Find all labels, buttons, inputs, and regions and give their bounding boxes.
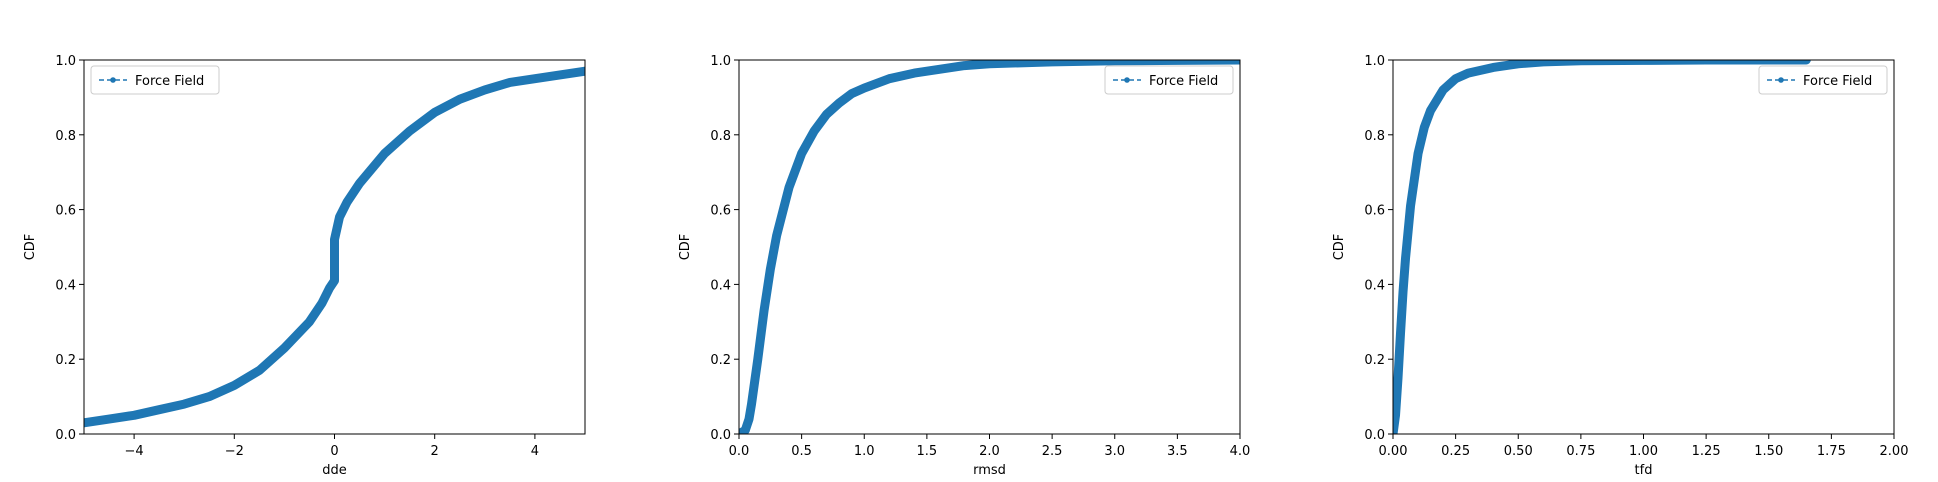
y-tick-label: 1.0 xyxy=(710,54,731,69)
legend-marker xyxy=(110,77,116,83)
legend-label: Force Field xyxy=(1803,74,1872,89)
x-tick-label: 1.5 xyxy=(917,444,938,459)
y-tick-label: 0.8 xyxy=(710,129,731,144)
y-tick-label: 0.4 xyxy=(710,278,731,293)
y-tick-label: 0.6 xyxy=(1364,204,1385,219)
x-tick-label: 0 xyxy=(330,444,338,459)
x-tick-label: 2 xyxy=(431,444,439,459)
x-tick-label: 1.50 xyxy=(1754,444,1783,459)
y-tick-label: 0.8 xyxy=(1364,129,1385,144)
chart-1: −4 −2 0 2 4 0.0 0.2 0.4 0.6 0.8 1.0 dde CDF Force Fie… xyxy=(23,54,586,478)
y-tick-label: 0.2 xyxy=(710,353,731,368)
x-tick-label: 2.5 xyxy=(1042,444,1063,459)
x-tick-label: 2.0 xyxy=(979,444,1000,459)
x-tick-label: 0.50 xyxy=(1504,444,1533,459)
y-tick-label: 0.0 xyxy=(710,428,731,443)
y-tick-label: 0.2 xyxy=(55,353,76,368)
chart-3: 0.00 0.25 0.50 0.75 1.00 1.25 1.50 1.75 2.00 0.0 0… xyxy=(1332,54,1908,478)
y-tick-label: 0.6 xyxy=(55,204,76,219)
x-axis-label: rmsd xyxy=(973,463,1006,478)
legend-box xyxy=(1758,65,1888,95)
y-tick-label: 0.4 xyxy=(1364,278,1385,293)
y-tick-label: 0.0 xyxy=(1364,428,1385,443)
y-tick-label: 0.0 xyxy=(55,428,76,443)
x-tick-label: 0.5 xyxy=(791,444,812,459)
axes-frame xyxy=(1392,59,1895,435)
x-tick-label: 1.0 xyxy=(854,444,875,459)
legend-box xyxy=(90,65,220,95)
x-tick-label: 3.0 xyxy=(1104,444,1125,459)
y-axis-label: CDF xyxy=(1332,234,1347,261)
legend-box xyxy=(1104,65,1234,95)
legend: Force Field xyxy=(90,65,220,95)
x-axis-label: dde xyxy=(322,463,347,478)
y-tick-label: 1.0 xyxy=(55,54,76,69)
x-tick-label: 1.00 xyxy=(1629,444,1658,459)
x-tick-label: 0.25 xyxy=(1441,444,1470,459)
x-tick-label: 0.75 xyxy=(1566,444,1595,459)
x-axis-label: tfd xyxy=(1635,463,1653,478)
series-line-0 xyxy=(1393,60,1811,434)
x-tick-label: 1.75 xyxy=(1817,444,1846,459)
x-tick-label: 4 xyxy=(531,444,539,459)
legend: Force Field xyxy=(1104,65,1234,95)
x-tick-label: 2.00 xyxy=(1880,444,1909,459)
legend-marker xyxy=(1124,77,1130,83)
series-line-0 xyxy=(84,66,585,428)
chart-2: 0.0 0.5 1.0 1.5 2.0 2.5 3.0 3.5 4.0 0.0 0.2 0.4 0.6 0… xyxy=(678,54,1250,478)
y-tick-label: 1.0 xyxy=(1364,54,1385,69)
x-tick-label: −2 xyxy=(225,444,244,459)
x-tick-label: 0.00 xyxy=(1379,444,1408,459)
x-tick-label: 0.0 xyxy=(729,444,750,459)
y-axis-label: CDF xyxy=(23,234,38,261)
y-tick-label: 0.4 xyxy=(55,278,76,293)
x-tick-label: 1.25 xyxy=(1692,444,1721,459)
legend-marker xyxy=(1778,77,1784,83)
x-tick-label: −4 xyxy=(125,444,144,459)
y-tick-label: 0.8 xyxy=(55,129,76,144)
y-axis-label: CDF xyxy=(678,234,693,261)
legend: Force Field xyxy=(1758,65,1888,95)
axes-frame xyxy=(738,59,1241,435)
legend-label: Force Field xyxy=(135,74,204,89)
series-line-0 xyxy=(739,60,1240,434)
y-tick-label: 0.2 xyxy=(1364,353,1385,368)
legend-label: Force Field xyxy=(1149,74,1218,89)
y-tick-label: 0.6 xyxy=(710,204,731,219)
x-tick-label: 3.5 xyxy=(1167,444,1188,459)
x-tick-label: 4.0 xyxy=(1230,444,1251,459)
